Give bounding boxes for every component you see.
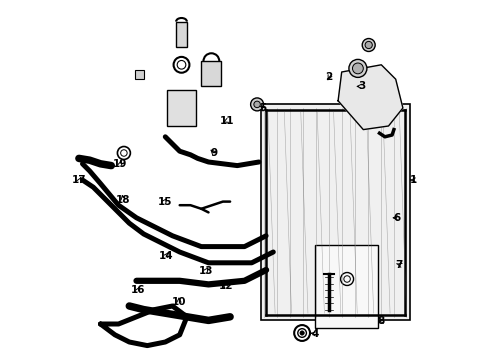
Text: 9: 9 [210, 148, 217, 158]
Text: 12: 12 [218, 281, 233, 291]
Circle shape [299, 331, 304, 335]
Circle shape [250, 98, 263, 111]
Polygon shape [337, 65, 402, 130]
Text: 19: 19 [113, 159, 127, 169]
Text: 3: 3 [356, 81, 365, 91]
Circle shape [352, 63, 363, 74]
Text: 13: 13 [198, 266, 213, 276]
Bar [167, 90, 196, 126]
Circle shape [365, 41, 371, 49]
Circle shape [362, 39, 374, 51]
Text: 11: 11 [220, 116, 234, 126]
Bar [176, 22, 186, 47]
Text: 15: 15 [157, 197, 171, 207]
Text: 8: 8 [377, 316, 384, 326]
Text: 1: 1 [409, 175, 416, 185]
Text: 10: 10 [171, 297, 186, 307]
Bar [134, 70, 143, 79]
Bar [314, 245, 377, 328]
Text: 16: 16 [131, 285, 145, 295]
Text: 17: 17 [72, 175, 87, 185]
Text: 2: 2 [325, 72, 332, 82]
Text: 4: 4 [310, 329, 318, 339]
Text: 14: 14 [159, 251, 173, 261]
Text: 7: 7 [395, 260, 402, 270]
Text: 5: 5 [258, 103, 265, 113]
Bar [260, 104, 409, 320]
Bar [201, 61, 221, 86]
Circle shape [253, 101, 260, 108]
Text: 6: 6 [392, 213, 400, 223]
Text: 18: 18 [116, 195, 130, 205]
Circle shape [348, 59, 366, 77]
